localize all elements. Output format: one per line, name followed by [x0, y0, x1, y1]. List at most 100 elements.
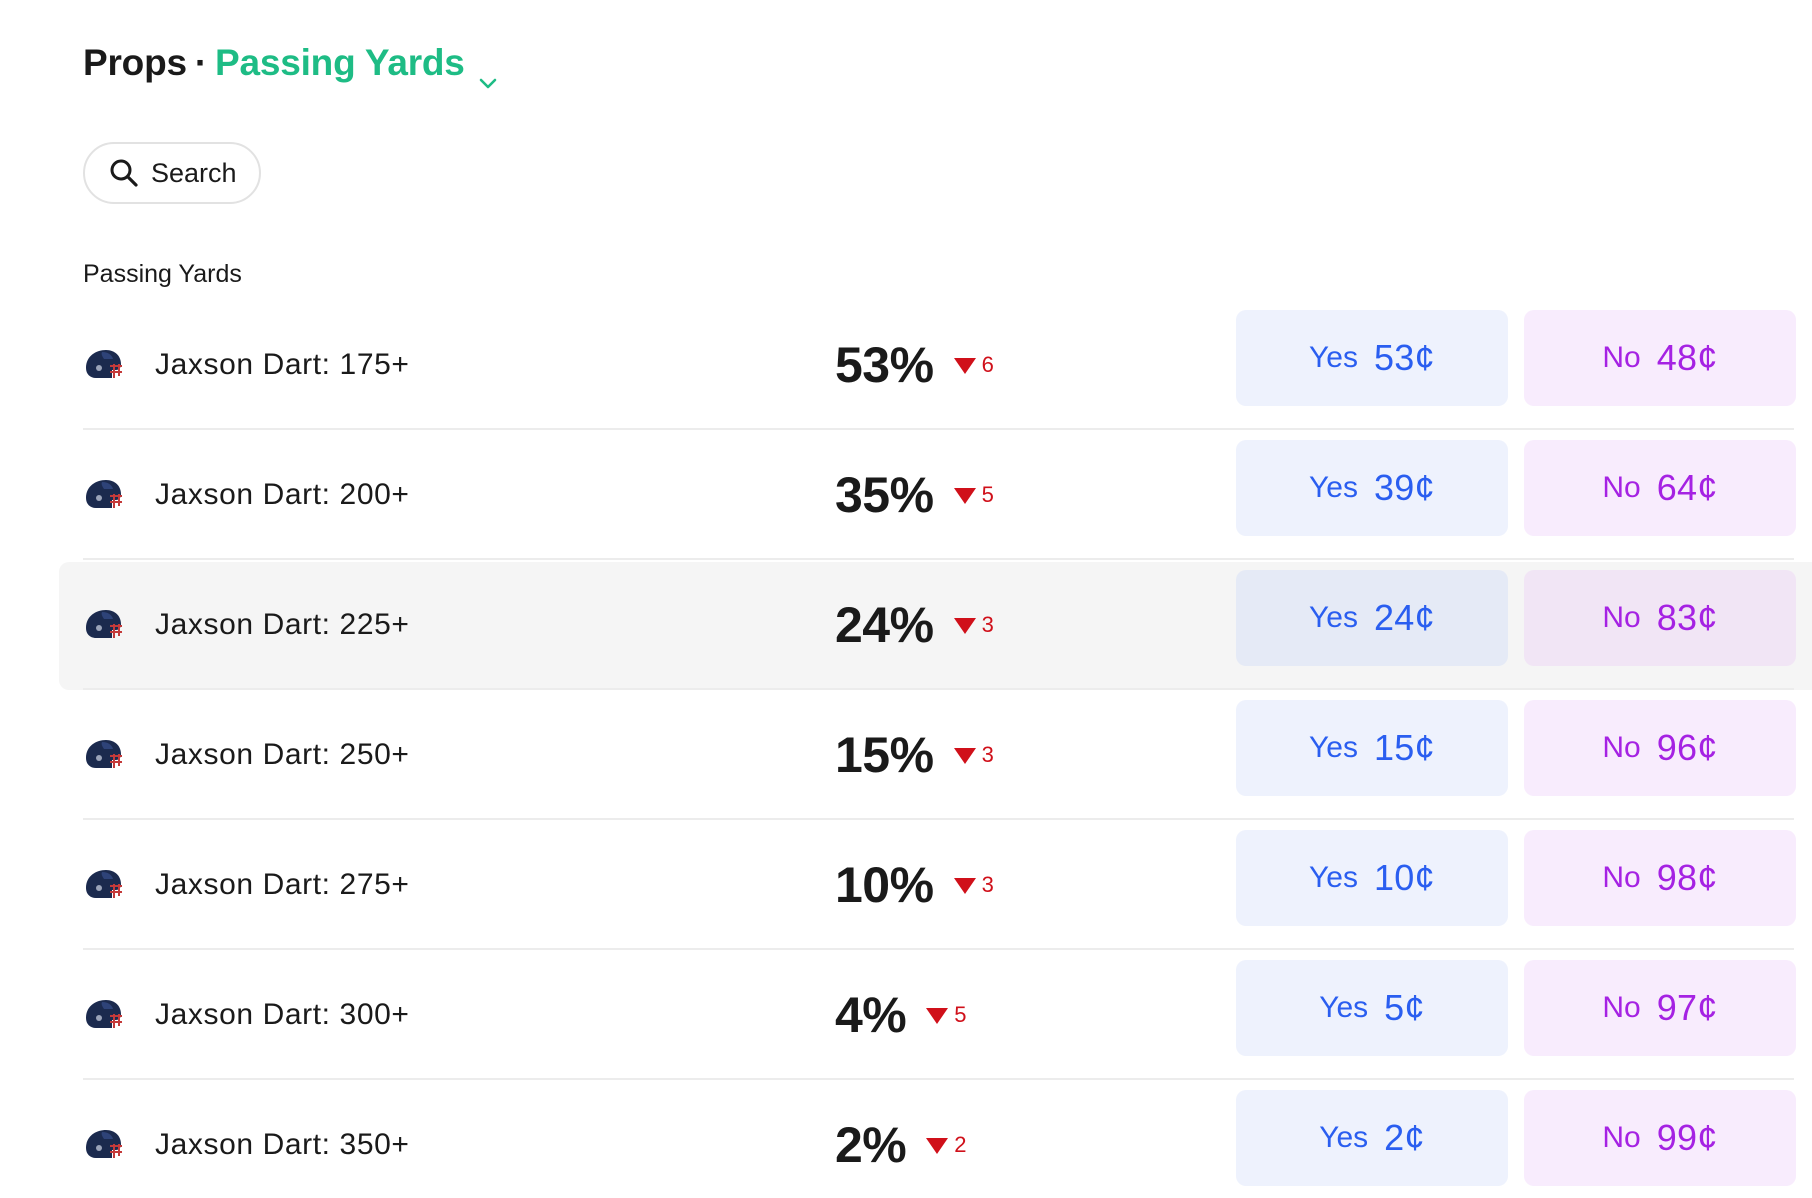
no-price: 98¢ [1656, 857, 1718, 898]
no-price: 96¢ [1656, 727, 1718, 768]
buy-no-button[interactable]: No 96¢ [1524, 700, 1796, 796]
no-label: No [1602, 601, 1641, 634]
buy-no-button[interactable]: No 83¢ [1524, 570, 1796, 666]
no-price: 48¢ [1656, 337, 1718, 378]
buy-no-button[interactable]: No 99¢ [1524, 1090, 1796, 1186]
no-price: 83¢ [1656, 597, 1718, 638]
row-divider [83, 428, 1794, 430]
probability: 53% 6 [835, 300, 994, 430]
no-label: No [1602, 1121, 1641, 1154]
probability: 24% 3 [835, 560, 994, 690]
no-price: 97¢ [1656, 987, 1718, 1028]
probability: 35% 5 [835, 430, 994, 560]
market-dropdown[interactable]: Passing Yards [214, 42, 465, 83]
no-label: No [1602, 861, 1641, 894]
probability-percent: 53% [835, 337, 934, 393]
props-label: Props [83, 42, 187, 83]
probability-change: 3 [981, 742, 994, 767]
probability-percent: 15% [835, 727, 934, 783]
probability-change: 3 [981, 612, 994, 637]
trend-down-icon [953, 358, 976, 374]
trend-down-icon [953, 878, 976, 894]
probability: 4% 5 [835, 950, 967, 1080]
yes-label: Yes [1309, 341, 1358, 374]
helmet-icon [82, 348, 124, 384]
buy-yes-button[interactable]: Yes 24¢ [1236, 570, 1508, 666]
yes-label: Yes [1309, 471, 1358, 504]
list-item[interactable]: Jaxson Dart: 250+ 15% 3 Yes 15¢ No 96¢ [0, 690, 1812, 820]
probability-percent: 2% [835, 1117, 907, 1173]
page-title: Props · Passing Yards [83, 42, 497, 89]
title-separator: · [194, 42, 207, 83]
no-label: No [1602, 991, 1641, 1024]
yes-label: Yes [1319, 1121, 1369, 1154]
row-divider [83, 688, 1794, 690]
section-heading: Passing Yards [83, 260, 242, 288]
buy-yes-button[interactable]: Yes 10¢ [1236, 830, 1508, 926]
row-divider [83, 1078, 1794, 1080]
buy-no-button[interactable]: No 97¢ [1524, 960, 1796, 1056]
yes-label: Yes [1309, 731, 1358, 764]
buy-yes-button[interactable]: Yes 39¢ [1236, 440, 1508, 536]
list-item[interactable]: Jaxson Dart: 300+ 4% 5 Yes 5¢ No 97¢ [0, 950, 1812, 1080]
row-divider [83, 948, 1794, 950]
list-item[interactable]: Jaxson Dart: 275+ 10% 3 Yes 10¢ No 98¢ [0, 820, 1812, 950]
probability: 10% 3 [835, 820, 994, 950]
yes-price: 24¢ [1373, 597, 1435, 638]
buy-yes-button[interactable]: Yes 2¢ [1236, 1090, 1508, 1186]
probability-percent: 35% [835, 467, 934, 523]
list-item[interactable]: Jaxson Dart: 350+ 2% 2 Yes 2¢ No 99¢ [0, 1080, 1812, 1198]
buy-no-button[interactable]: No 98¢ [1524, 830, 1796, 926]
buy-yes-button[interactable]: Yes 53¢ [1236, 310, 1508, 406]
props-list: Jaxson Dart: 175+ 53% 6 Yes 53¢ No 48¢ J… [0, 300, 1812, 1198]
row-divider [83, 558, 1794, 560]
yes-price: 39¢ [1373, 467, 1435, 508]
helmet-icon [82, 608, 124, 644]
list-item[interactable]: Jaxson Dart: 175+ 53% 6 Yes 53¢ No 48¢ [0, 300, 1812, 430]
row-hover-background [59, 562, 1812, 690]
prop-name: Jaxson Dart: 225+ [155, 608, 410, 641]
yes-price: 53¢ [1373, 337, 1435, 378]
buy-yes-button[interactable]: Yes 15¢ [1236, 700, 1508, 796]
probability-percent: 24% [835, 597, 934, 653]
no-label: No [1602, 471, 1641, 504]
probability-percent: 4% [835, 987, 907, 1043]
yes-label: Yes [1309, 861, 1358, 894]
yes-price: 5¢ [1384, 987, 1425, 1028]
no-label: No [1602, 341, 1641, 374]
probability-change: 6 [981, 352, 994, 377]
yes-price: 2¢ [1384, 1117, 1425, 1158]
prop-name: Jaxson Dart: 350+ [155, 1128, 410, 1161]
buy-no-button[interactable]: No 48¢ [1524, 310, 1796, 406]
helmet-icon [82, 738, 124, 774]
trend-down-icon [926, 1138, 949, 1154]
chevron-down-icon[interactable] [479, 57, 497, 89]
no-price: 64¢ [1656, 467, 1718, 508]
yes-price: 10¢ [1373, 857, 1435, 898]
prop-name: Jaxson Dart: 300+ [155, 998, 410, 1031]
probability-change: 3 [981, 872, 994, 897]
yes-label: Yes [1309, 601, 1358, 634]
probability-percent: 10% [835, 857, 934, 913]
prop-name: Jaxson Dart: 200+ [155, 478, 410, 511]
trend-down-icon [953, 618, 976, 634]
probability: 2% 2 [835, 1080, 967, 1198]
probability: 15% 3 [835, 690, 994, 820]
search-icon [109, 158, 139, 188]
prop-name: Jaxson Dart: 175+ [155, 348, 410, 381]
probability-change: 5 [954, 1002, 967, 1027]
yes-label: Yes [1319, 991, 1369, 1024]
search-button[interactable]: Search [83, 142, 261, 204]
prop-name: Jaxson Dart: 250+ [155, 738, 410, 771]
trend-down-icon [953, 748, 976, 764]
buy-yes-button[interactable]: Yes 5¢ [1236, 960, 1508, 1056]
list-item[interactable]: Jaxson Dart: 225+ 24% 3 Yes 24¢ No 83¢ [0, 560, 1812, 690]
probability-change: 5 [981, 482, 994, 507]
buy-no-button[interactable]: No 64¢ [1524, 440, 1796, 536]
list-item[interactable]: Jaxson Dart: 200+ 35% 5 Yes 39¢ No 64¢ [0, 430, 1812, 560]
probability-change: 2 [954, 1132, 967, 1157]
prop-name: Jaxson Dart: 275+ [155, 868, 410, 901]
helmet-icon [82, 478, 124, 514]
helmet-icon [82, 1128, 124, 1164]
